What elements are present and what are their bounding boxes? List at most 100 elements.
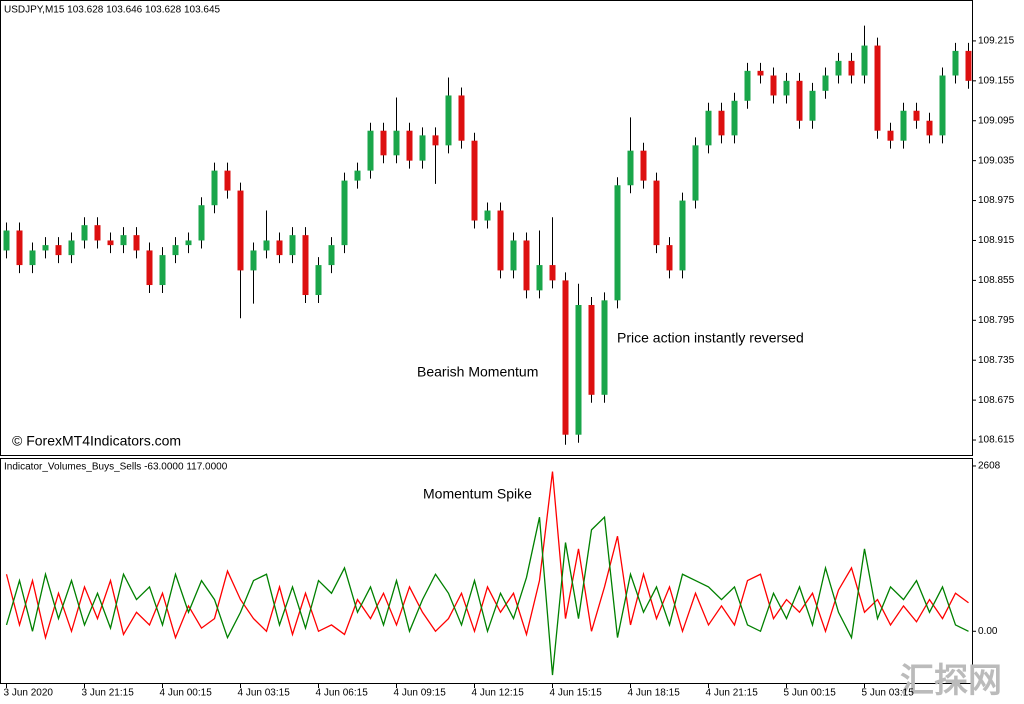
- candle-body: [952, 50, 959, 76]
- candle-body: [575, 304, 582, 435]
- candle-body: [432, 135, 439, 146]
- candle-body: [172, 245, 179, 256]
- candle-body: [783, 80, 790, 96]
- candle-body: [68, 240, 75, 256]
- x-tick-label: 5 Jun 03:15: [862, 688, 915, 699]
- candle-body: [692, 145, 699, 201]
- indicator-pane: [0, 458, 973, 684]
- x-tick-label: 4 Jun 18:15: [628, 688, 681, 699]
- indicator-line: [5, 515, 969, 676]
- candle-body: [471, 140, 478, 221]
- x-tick-label: 3 Jun 21:15: [82, 688, 135, 699]
- candle-body: [55, 245, 62, 256]
- candle-body: [562, 280, 569, 435]
- candle-body: [653, 180, 660, 246]
- candle-body: [367, 130, 374, 171]
- candle-body: [211, 170, 218, 206]
- candle-body: [627, 150, 634, 186]
- candle-body: [926, 120, 933, 136]
- chart-title: USDJPY,M15 103.628 103.646 103.628 103.6…: [4, 5, 221, 16]
- candle-body: [406, 130, 413, 161]
- candle-body: [445, 95, 452, 146]
- y-tick-label: 108.615: [978, 435, 1015, 446]
- candle-body: [133, 235, 140, 251]
- candle-body: [757, 70, 764, 76]
- candle-body: [731, 100, 738, 136]
- candle-body: [185, 240, 192, 246]
- y-tick-label: 108.675: [978, 395, 1015, 406]
- y-tick-label: 109.095: [978, 115, 1015, 126]
- candle-body: [666, 245, 673, 271]
- x-tick-label: 5 Jun 00:15: [784, 688, 837, 699]
- candle-body: [302, 235, 309, 296]
- x-tick-label: 4 Jun 12:15: [472, 688, 525, 699]
- candle-body: [705, 110, 712, 146]
- candle-body: [380, 130, 387, 156]
- candle-body: [315, 265, 322, 296]
- candle-body: [237, 190, 244, 271]
- candle-body: [848, 60, 855, 76]
- candle-body: [458, 95, 465, 141]
- candle-body: [94, 225, 101, 241]
- y-tick-label: 109.215: [978, 36, 1015, 47]
- candle-body: [744, 70, 751, 101]
- candle-body: [159, 255, 166, 286]
- x-tick-label: 4 Jun 21:15: [706, 688, 759, 699]
- candle-body: [276, 240, 283, 256]
- candle-body: [601, 300, 608, 395]
- candle-body: [718, 110, 725, 136]
- y-tick-label: 2608: [978, 461, 1001, 472]
- candle-body: [484, 210, 491, 221]
- annotation: Price action instantly reversed: [617, 330, 804, 346]
- price-pane: [0, 0, 973, 456]
- candle-body: [354, 170, 361, 181]
- watermark: 汇探网: [900, 662, 1002, 700]
- indicator-title: Indicator_Volumes_Buys_Sells -63.0000 11…: [4, 462, 228, 473]
- candle-body: [965, 50, 972, 81]
- annotation: Bearish Momentum: [417, 364, 538, 380]
- y-tick-label: 108.855: [978, 275, 1015, 286]
- candle-body: [16, 230, 23, 266]
- candle-body: [900, 110, 907, 141]
- candle-body: [770, 75, 777, 96]
- candle-body: [341, 180, 348, 246]
- candle-body: [510, 240, 517, 271]
- x-tick-label: 4 Jun 09:15: [394, 688, 447, 699]
- x-tick-label: 4 Jun 00:15: [160, 688, 213, 699]
- candle-body: [874, 45, 881, 131]
- x-tick-label: 4 Jun 06:15: [316, 688, 369, 699]
- candle-body: [328, 245, 335, 266]
- candle-body: [679, 200, 686, 271]
- candle-body: [536, 265, 543, 291]
- candle-body: [796, 80, 803, 121]
- candle-body: [42, 245, 49, 251]
- candle-body: [120, 235, 127, 246]
- candle-body: [887, 130, 894, 141]
- candle-body: [822, 75, 829, 91]
- candle-body: [3, 230, 10, 251]
- y-tick-label: 109.155: [978, 75, 1015, 86]
- watermark: © ForexMT4Indicators.com: [12, 433, 181, 449]
- y-tick-label: 108.915: [978, 235, 1015, 246]
- y-tick-label: 109.035: [978, 155, 1015, 166]
- candle-body: [913, 110, 920, 121]
- candle-body: [640, 150, 647, 181]
- candle-body: [250, 250, 257, 271]
- candle-body: [861, 45, 868, 76]
- candle-body: [107, 240, 114, 246]
- candle-body: [523, 240, 530, 291]
- candle-body: [419, 135, 426, 161]
- candle-body: [809, 90, 816, 121]
- candle-body: [614, 185, 621, 301]
- x-tick-label: 3 Jun 2020: [4, 688, 54, 699]
- candle-body: [835, 60, 842, 76]
- candle-body: [497, 210, 504, 271]
- candle-body: [29, 250, 36, 266]
- candle-body: [198, 205, 205, 241]
- candle-body: [393, 130, 400, 156]
- y-tick-label: 108.795: [978, 315, 1015, 326]
- candle-body: [146, 250, 153, 286]
- candle-body: [549, 265, 556, 281]
